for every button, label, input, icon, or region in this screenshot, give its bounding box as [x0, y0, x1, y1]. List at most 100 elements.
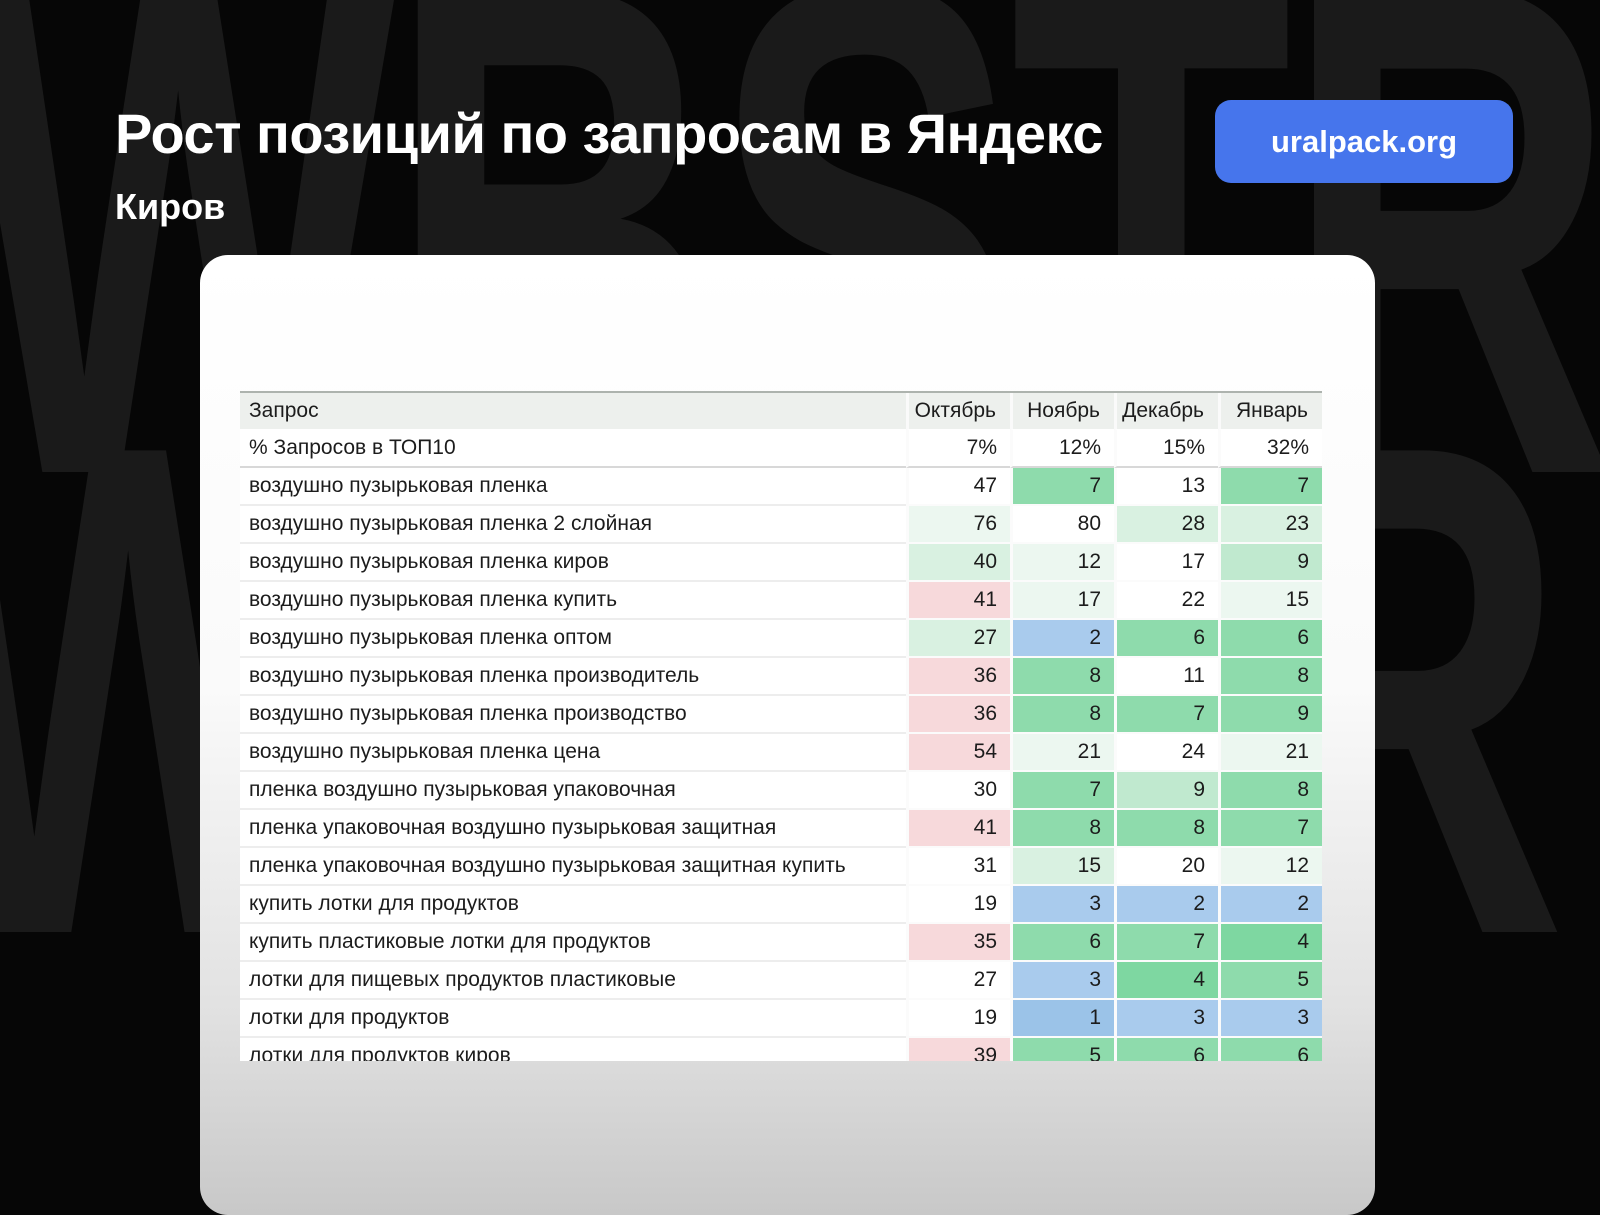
query-cell: воздушно пузырьковая пленка [240, 468, 906, 506]
value-cell: 5 [1218, 962, 1322, 1000]
value-cell: 4 [1114, 962, 1218, 1000]
value-cell: 41 [906, 582, 1010, 620]
value-cell: 3 [1010, 962, 1114, 1000]
value-cell: 12 [1010, 544, 1114, 582]
value-cell: 11 [1114, 658, 1218, 696]
site-badge[interactable]: uralpack.org [1215, 100, 1513, 183]
table-row: пленка воздушно пузырьковая упаковочная 3… [240, 772, 1322, 810]
value-cell: 20 [1114, 848, 1218, 886]
value-cell: 27 [906, 962, 1010, 1000]
table-row: лотки для продуктов 19 1 3 3 [240, 1000, 1322, 1038]
column-header: Запрос [240, 393, 906, 430]
value-cell: 31 [906, 848, 1010, 886]
value-cell: 2 [1114, 886, 1218, 924]
table-header-row: Запрос Октябрь Ноябрь Декабрь Январь [240, 393, 1322, 430]
value-cell: 22 [1114, 582, 1218, 620]
table-row: воздушно пузырьковая пленка оптом 27 2 6 6 [240, 620, 1322, 658]
value-cell: 9 [1114, 772, 1218, 810]
page-subtitle: Киров [115, 185, 226, 227]
value-cell: 21 [1218, 734, 1322, 772]
value-cell: 39 [906, 1038, 1010, 1061]
summary-row: % Запросов в ТОП10 7% 12% 15% 32% [240, 430, 1322, 468]
value-cell: 41 [906, 810, 1010, 848]
column-header: Октябрь [906, 393, 1010, 430]
table-row: лотки для продуктов киров 39 5 6 6 [240, 1038, 1322, 1061]
value-cell: 2 [1218, 886, 1322, 924]
query-cell: пленка упаковочная воздушно пузырьковая … [240, 848, 906, 886]
value-cell: 6 [1010, 924, 1114, 962]
value-cell: 9 [1218, 696, 1322, 734]
value-cell: 6 [1218, 620, 1322, 658]
value-cell: 7 [1010, 772, 1114, 810]
table-row: воздушно пузырьковая пленка производител… [240, 658, 1322, 696]
value-cell: 8 [1114, 810, 1218, 848]
value-cell: 8 [1010, 810, 1114, 848]
table-row: воздушно пузырьковая пленка купить 41 17 22… [240, 582, 1322, 620]
value-cell: 32% [1218, 430, 1322, 468]
positions-table-body: % Запросов в ТОП10 7% 12% 15% 32% воздушно пу… [240, 430, 1322, 1061]
table-row: воздушно пузырьковая пленка 2 слойная 76 8… [240, 506, 1322, 544]
value-cell: 5 [1010, 1038, 1114, 1061]
value-cell: 30 [906, 772, 1010, 810]
value-cell: 6 [1114, 1038, 1218, 1061]
value-cell: 7 [1218, 810, 1322, 848]
value-cell: 7 [1010, 468, 1114, 506]
table-row: воздушно пузырьковая пленка 47 7 13 7 [240, 468, 1322, 506]
value-cell: 36 [906, 658, 1010, 696]
value-cell: 54 [906, 734, 1010, 772]
value-cell: 12 [1218, 848, 1322, 886]
site-badge-label: uralpack.org [1270, 123, 1458, 159]
query-cell: воздушно пузырьковая пленка оптом [240, 620, 906, 658]
value-cell: 19 [906, 1000, 1010, 1038]
value-cell: 12% [1010, 430, 1114, 468]
query-cell: купить лотки для продуктов [240, 886, 906, 924]
value-cell: 7 [1114, 924, 1218, 962]
query-cell: лотки для пищевых продуктов пластиковые [240, 962, 906, 1000]
value-cell: 9 [1218, 544, 1322, 582]
table-row: воздушно пузырьковая пленка цена 54 21 24 21 [240, 734, 1322, 772]
value-cell: 36 [906, 696, 1010, 734]
value-cell: 15 [1010, 848, 1114, 886]
query-cell: воздушно пузырьковая пленка цена [240, 734, 906, 772]
header: Рост позиций по запросам в Яндекс Киров [115, 104, 1103, 228]
value-cell: 7 [1114, 696, 1218, 734]
value-cell: 8 [1010, 658, 1114, 696]
value-cell: 8 [1218, 658, 1322, 696]
value-cell: 13 [1114, 468, 1218, 506]
value-cell: 8 [1218, 772, 1322, 810]
value-cell: 6 [1114, 620, 1218, 658]
query-cell: лотки для продуктов [240, 1000, 906, 1038]
value-cell: 35 [906, 924, 1010, 962]
query-cell: % Запросов в ТОП10 [240, 430, 906, 468]
value-cell: 76 [906, 506, 1010, 544]
value-cell: 80 [1010, 506, 1114, 544]
value-cell: 7 [1218, 468, 1322, 506]
value-cell: 21 [1010, 734, 1114, 772]
positions-data-table: Запрос Октябрь Ноябрь Декабрь Январь % Запро… [240, 393, 1322, 1061]
positions-table: Запрос Октябрь Ноябрь Декабрь Январь % Запро… [240, 391, 1322, 1061]
value-cell: 17 [1114, 544, 1218, 582]
value-cell: 15 [1218, 582, 1322, 620]
value-cell: 28 [1114, 506, 1218, 544]
value-cell: 7% [906, 430, 1010, 468]
table-row: пленка упаковочная воздушно пузырьковая … [240, 848, 1322, 886]
query-cell: лотки для продуктов киров [240, 1038, 906, 1061]
value-cell: 15% [1114, 430, 1218, 468]
value-cell: 17 [1010, 582, 1114, 620]
table-row: воздушно пузырьковая пленка киров 40 12 17 9 [240, 544, 1322, 582]
column-header: Декабрь [1114, 393, 1218, 430]
query-cell: купить пластиковые лотки для продуктов [240, 924, 906, 962]
value-cell: 3 [1114, 1000, 1218, 1038]
value-cell: 6 [1218, 1038, 1322, 1061]
query-cell: воздушно пузырьковая пленка купить [240, 582, 906, 620]
value-cell: 8 [1010, 696, 1114, 734]
table-row: купить лотки для продуктов 19 3 2 2 [240, 886, 1322, 924]
value-cell: 19 [906, 886, 1010, 924]
table-row: пленка упаковочная воздушно пузырьковая … [240, 810, 1322, 848]
table-row: лотки для пищевых продуктов пластиковые 2… [240, 962, 1322, 1000]
value-cell: 24 [1114, 734, 1218, 772]
column-header: Ноябрь [1010, 393, 1114, 430]
value-cell: 40 [906, 544, 1010, 582]
value-cell: 1 [1010, 1000, 1114, 1038]
value-cell: 27 [906, 620, 1010, 658]
